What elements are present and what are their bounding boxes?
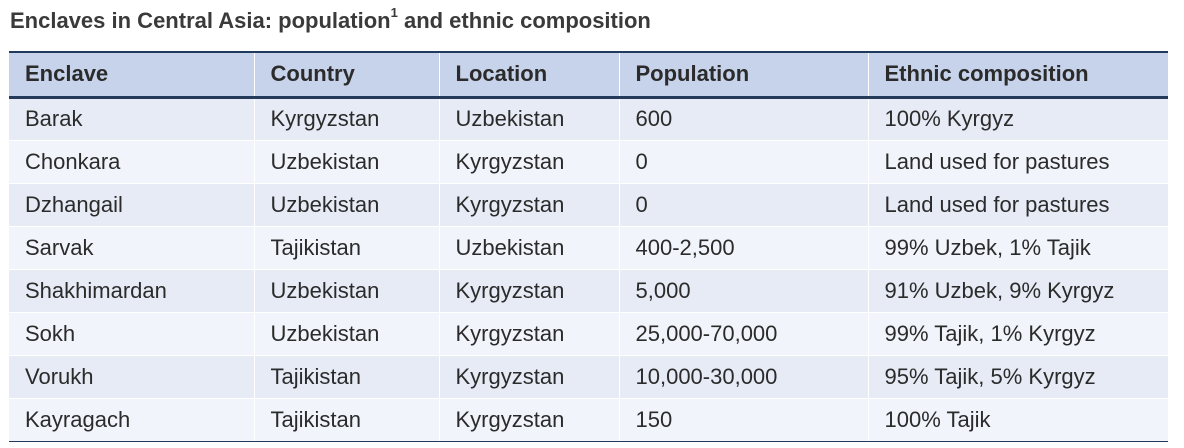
column-header-enclave: Enclave (9, 52, 254, 99)
cell-enclave: Kayragach (9, 398, 254, 442)
cell-population: 0 (618, 183, 868, 227)
table-row: Sokh Uzbekistan Kyrgyzstan 25,000-70,000… (9, 312, 1168, 356)
cell-ethnic-composition: Land used for pastures (867, 140, 1168, 184)
cell-population: 10,000-30,000 (618, 355, 868, 399)
cell-country: Kyrgyzstan (253, 97, 439, 141)
cropped-footnote-line (10, 438, 890, 448)
table-row: Barak Kyrgyzstan Uzbekistan 600 100% Kyr… (9, 97, 1168, 141)
column-header-country: Country (253, 52, 439, 99)
table-body: Barak Kyrgyzstan Uzbekistan 600 100% Kyr… (9, 97, 1168, 442)
cell-location: Uzbekistan (438, 97, 619, 141)
cell-enclave: Barak (9, 97, 254, 141)
cell-population: 600 (618, 97, 868, 141)
cell-country: Tajikistan (253, 398, 439, 442)
table-header: Enclave Country Location Population Ethn… (9, 52, 1168, 99)
cell-location: Kyrgyzstan (438, 398, 619, 442)
cell-ethnic-composition: 100% Kyrgyz (867, 97, 1168, 141)
cell-population: 5,000 (618, 269, 868, 313)
cell-population: 400-2,500 (618, 226, 868, 270)
cell-ethnic-composition: 99% Tajik, 1% Kyrgyz (867, 312, 1168, 356)
table-title: Enclaves in Central Asia: population1 an… (10, 4, 651, 34)
enclaves-table: Enclave Country Location Population Ethn… (9, 51, 1168, 442)
column-header-location: Location (438, 52, 619, 99)
cell-enclave: Sarvak (9, 226, 254, 270)
cell-location: Kyrgyzstan (438, 140, 619, 184)
header-row: Enclave Country Location Population Ethn… (9, 52, 1168, 99)
table-row: Kayragach Tajikistan Kyrgyzstan 150 100%… (9, 398, 1168, 442)
cell-country: Tajikistan (253, 226, 439, 270)
cell-country: Tajikistan (253, 355, 439, 399)
cell-country: Uzbekistan (253, 269, 439, 313)
cell-population: 25,000-70,000 (618, 312, 868, 356)
cell-country: Uzbekistan (253, 312, 439, 356)
cell-enclave: Dzhangail (9, 183, 254, 227)
table-title-text-after: and ethnic composition (397, 8, 651, 33)
cell-ethnic-composition: Land used for pastures (867, 183, 1168, 227)
cell-enclave: Vorukh (9, 355, 254, 399)
enclaves-table-container: Enclave Country Location Population Ethn… (9, 51, 1168, 442)
table-row: Sarvak Tajikistan Uzbekistan 400-2,500 9… (9, 226, 1168, 270)
cell-location: Uzbekistan (438, 226, 619, 270)
table-row: Vorukh Tajikistan Kyrgyzstan 10,000-30,0… (9, 355, 1168, 399)
cell-population: 150 (618, 398, 868, 442)
table-row: Dzhangail Uzbekistan Kyrgyzstan 0 Land u… (9, 183, 1168, 227)
cell-location: Kyrgyzstan (438, 183, 619, 227)
cell-ethnic-composition: 99% Uzbek, 1% Tajik (867, 226, 1168, 270)
cell-population: 0 (618, 140, 868, 184)
cell-ethnic-composition: 100% Tajik (867, 398, 1168, 442)
cell-enclave: Shakhimardan (9, 269, 254, 313)
column-header-ethnic-composition: Ethnic composition (867, 52, 1168, 99)
cell-enclave: Sokh (9, 312, 254, 356)
cell-ethnic-composition: 91% Uzbek, 9% Kyrgyz (867, 269, 1168, 313)
table-row: Shakhimardan Uzbekistan Kyrgyzstan 5,000… (9, 269, 1168, 313)
cell-location: Kyrgyzstan (438, 355, 619, 399)
table-row: Chonkara Uzbekistan Kyrgyzstan 0 Land us… (9, 140, 1168, 184)
column-header-population: Population (618, 52, 868, 99)
cell-country: Uzbekistan (253, 140, 439, 184)
footnote-marker: 1 (390, 4, 398, 20)
cell-location: Kyrgyzstan (438, 269, 619, 313)
cell-location: Kyrgyzstan (438, 312, 619, 356)
cell-country: Uzbekistan (253, 183, 439, 227)
cell-enclave: Chonkara (9, 140, 254, 184)
table-title-text: Enclaves in Central Asia: population (10, 8, 391, 33)
cell-ethnic-composition: 95% Tajik, 5% Kyrgyz (867, 355, 1168, 399)
